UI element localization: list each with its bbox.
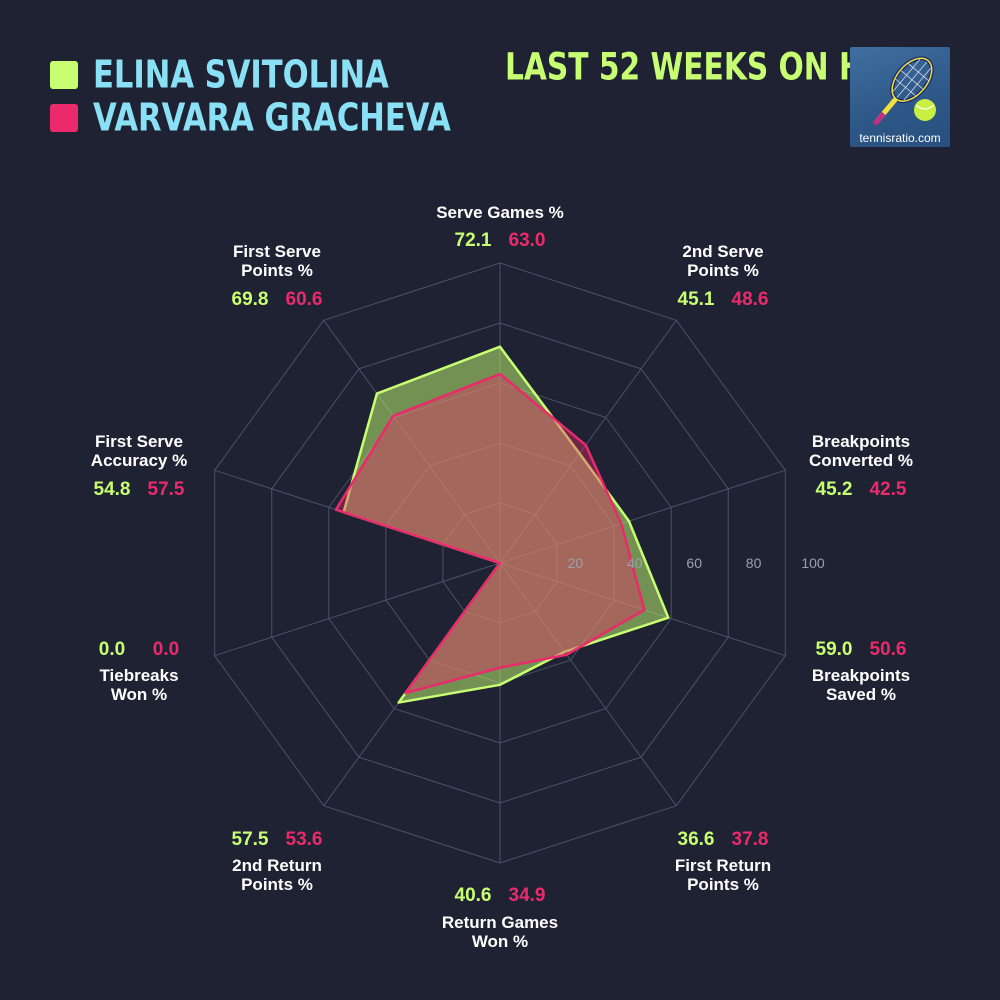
radar-series	[334, 345, 670, 704]
category-label: Points %	[241, 875, 313, 894]
legend-item-gracheva: VARVARA GRACHEVA	[50, 95, 451, 141]
radar-tick-label: 100	[801, 555, 825, 571]
legend-label-svitolina: ELINA SVITOLINA	[93, 52, 389, 98]
value-label-svitolina: 59.0	[816, 639, 853, 660]
radar-tick-label: 20	[568, 555, 584, 571]
category-label: 2nd Return	[232, 856, 322, 875]
value-label-gracheva: 37.8	[732, 829, 769, 850]
value-label-svitolina: 72.1	[455, 230, 492, 251]
value-label-svitolina: 0.0	[99, 639, 125, 660]
category-label: First Serve	[233, 242, 321, 261]
value-label-svitolina: 69.8	[232, 289, 269, 310]
value-label-svitolina: 40.6	[455, 885, 492, 906]
value-label-gracheva: 48.6	[732, 289, 769, 310]
radar-tick-label: 40	[627, 555, 643, 571]
radar-ring	[271, 322, 729, 804]
category-label: Won %	[111, 685, 167, 704]
site-logo[interactable]: tennisratio.com	[850, 47, 950, 147]
value-label-gracheva: 60.6	[286, 289, 323, 310]
category-label-group: Serve Games % 72.1 63.0	[436, 203, 564, 251]
logo-text: tennisratio.com	[859, 131, 941, 145]
value-label-svitolina: 57.5	[232, 829, 269, 850]
value-label-gracheva: 53.6	[286, 829, 323, 850]
category-label: First Return	[675, 856, 771, 875]
value-label-svitolina: 45.2	[816, 479, 853, 500]
radar-spoke	[214, 562, 501, 657]
value-label-gracheva: 42.5	[870, 479, 907, 500]
radar-ring	[214, 262, 786, 864]
legend-label-gracheva: VARVARA GRACHEVA	[93, 95, 451, 141]
radar-tick-label: 60	[686, 555, 702, 571]
value-label-gracheva: 57.5	[148, 479, 185, 500]
category-label: Breakpoints	[812, 666, 910, 685]
category-label: Return Games	[442, 913, 558, 932]
radar-ring	[328, 382, 672, 744]
value-label-gracheva: 34.9	[509, 885, 546, 906]
category-label: Points %	[687, 875, 759, 894]
category-label: Serve Games %	[436, 203, 564, 222]
category-label: Tiebreaks	[99, 666, 178, 685]
value-label-svitolina: 45.1	[678, 289, 715, 310]
category-label: Points %	[687, 261, 759, 280]
category-label: Saved %	[826, 685, 896, 704]
legend-swatch-gracheva	[50, 104, 78, 132]
legend-swatch-svitolina	[50, 61, 78, 89]
category-label: Accuracy %	[91, 451, 187, 470]
category-label: Breakpoints	[812, 432, 910, 451]
value-label-svitolina: 36.6	[678, 829, 715, 850]
category-label: Won %	[472, 932, 528, 951]
value-label-gracheva: 0.0	[153, 639, 179, 660]
legend-item-svitolina: ELINA SVITOLINA	[50, 52, 389, 98]
value-label-svitolina: 54.8	[94, 479, 131, 500]
tennis-racket-ball-icon	[872, 56, 936, 126]
value-label-gracheva: 63.0	[509, 230, 546, 251]
radar-tick-labels: 20 40 60 80 100	[568, 555, 825, 571]
radar-tick-label: 80	[746, 555, 762, 571]
value-label-gracheva: 50.6	[870, 639, 907, 660]
category-label: Converted %	[809, 451, 913, 470]
category-label: First Serve	[95, 432, 183, 451]
category-label: Points %	[241, 261, 313, 280]
category-label: 2nd Serve	[682, 242, 763, 261]
